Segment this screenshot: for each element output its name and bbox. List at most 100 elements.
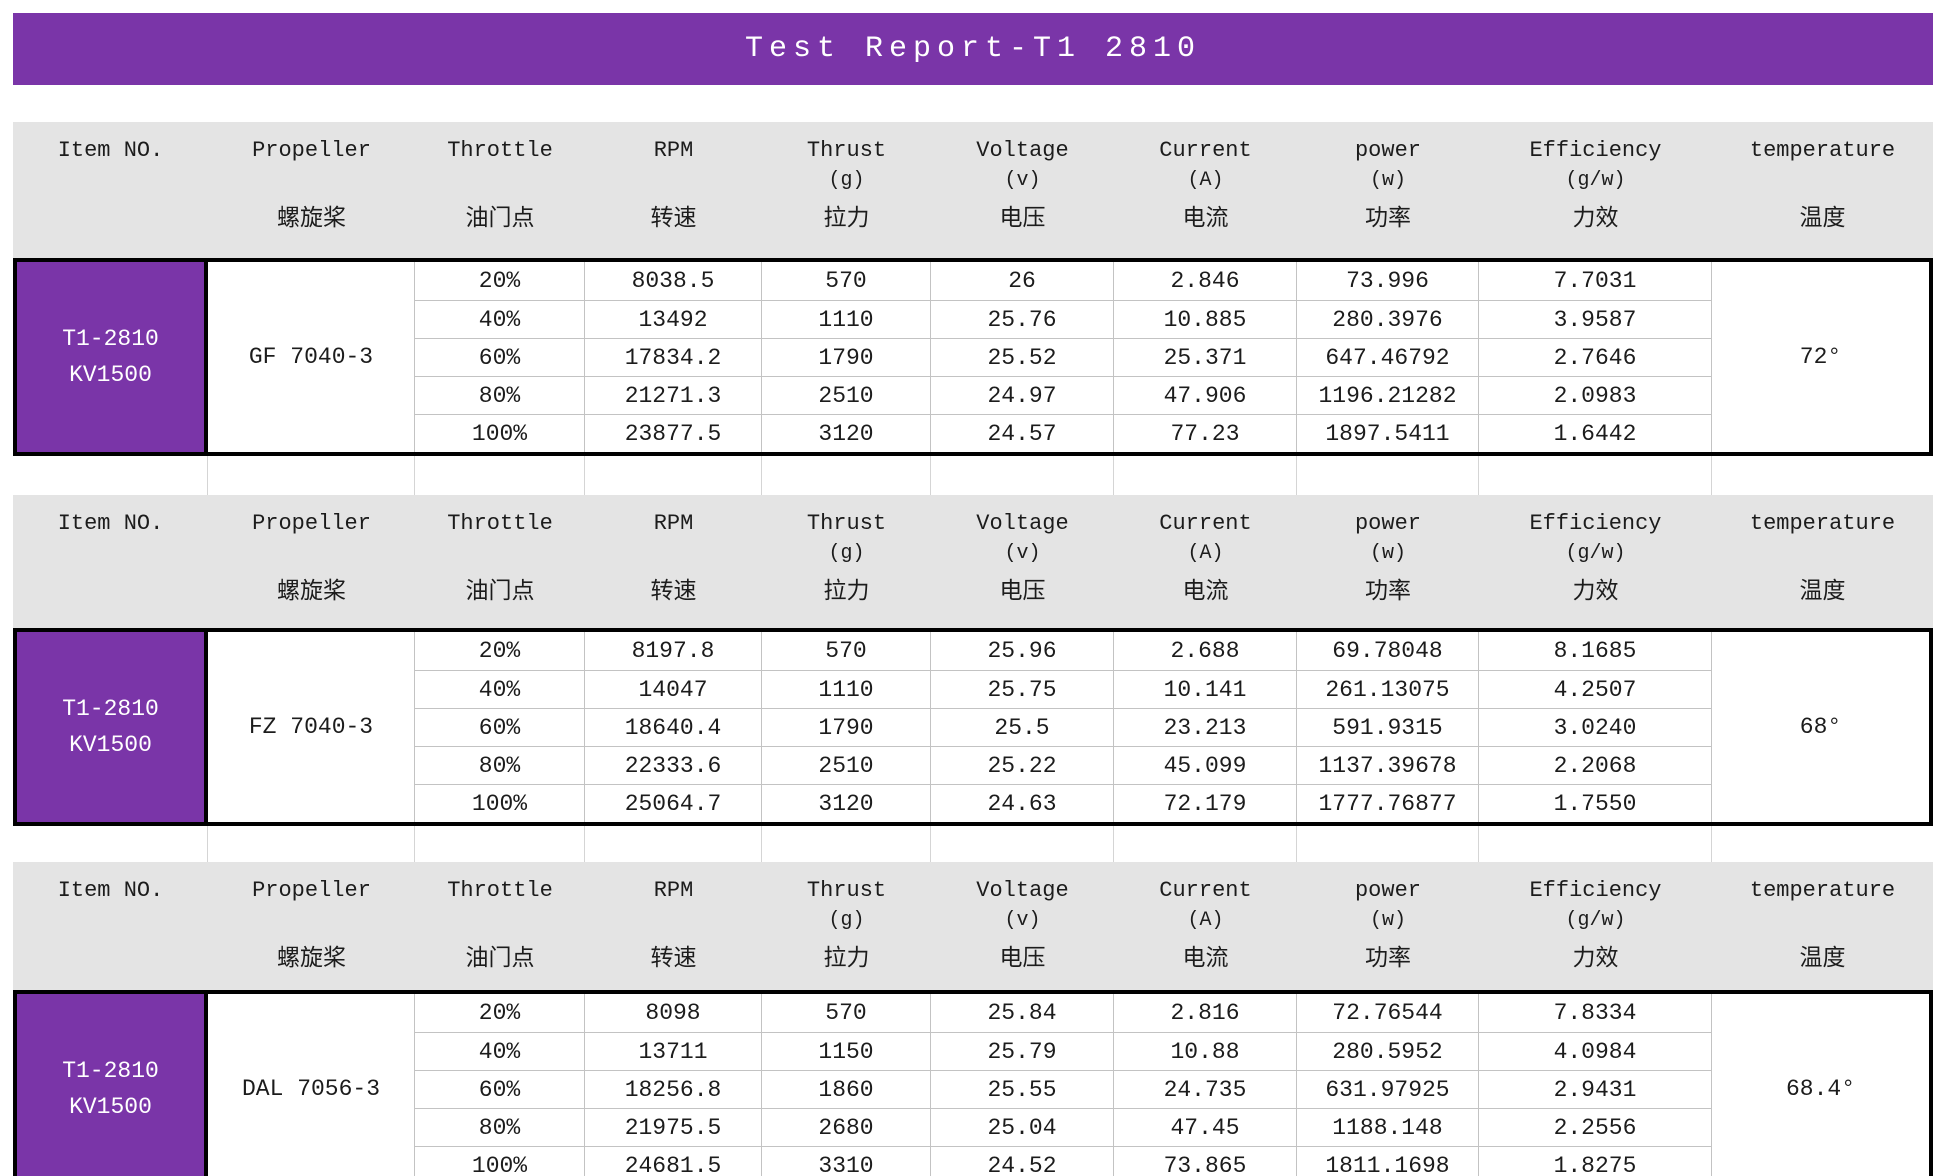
table-header-row: Item NO. Propeller 螺旋桨 Throttle 油门点 RPM 转速 … bbox=[13, 495, 1933, 628]
col-header-voltage: Voltage (v) 电压 bbox=[976, 511, 1069, 605]
col-header-throttle: Throttle 油门点 bbox=[447, 511, 553, 605]
efficiency-cell: 4.0984 bbox=[1479, 1032, 1712, 1070]
col-header-item-no: Item NO. bbox=[57, 138, 164, 163]
efficiency-cell: 3.0240 bbox=[1479, 708, 1712, 746]
efficiency-cell: 2.0983 bbox=[1479, 376, 1712, 414]
col-header-current: Current (A) 电流 bbox=[1159, 511, 1252, 605]
col-header-propeller: Propeller 螺旋桨 bbox=[252, 138, 371, 232]
efficiency-cell: 2.9431 bbox=[1479, 1070, 1712, 1108]
power-cell: 1196.21282 bbox=[1297, 376, 1479, 414]
voltage-cell: 25.96 bbox=[931, 632, 1114, 670]
current-cell: 23.213 bbox=[1114, 708, 1297, 746]
col-header-power: power (w) 功率 bbox=[1354, 138, 1421, 232]
col-header-voltage: Voltage (v) 电压 bbox=[976, 138, 1069, 232]
voltage-cell: 24.63 bbox=[931, 784, 1114, 822]
rpm-cell: 23877.5 bbox=[585, 414, 762, 452]
throttle-cell: 20% bbox=[415, 994, 585, 1032]
voltage-cell: 25.55 bbox=[931, 1070, 1114, 1108]
power-cell: 72.76544 bbox=[1297, 994, 1479, 1032]
efficiency-cell: 2.2068 bbox=[1479, 746, 1712, 784]
rpm-cell: 8197.8 bbox=[585, 632, 762, 670]
item-no-line2: KV1500 bbox=[69, 362, 152, 388]
item-no-cell: T1-2810 KV1500 bbox=[17, 632, 208, 822]
rpm-cell: 22333.6 bbox=[585, 746, 762, 784]
current-cell: 2.816 bbox=[1114, 994, 1297, 1032]
rpm-cell: 18256.8 bbox=[585, 1070, 762, 1108]
voltage-cell: 25.76 bbox=[931, 300, 1114, 338]
current-cell: 72.179 bbox=[1114, 784, 1297, 822]
voltage-cell: 25.84 bbox=[931, 994, 1114, 1032]
col-header-power: power (w) 功率 bbox=[1354, 511, 1421, 605]
power-cell: 1897.5411 bbox=[1297, 414, 1479, 452]
current-cell: 47.906 bbox=[1114, 376, 1297, 414]
efficiency-cell: 2.7646 bbox=[1479, 338, 1712, 376]
voltage-cell: 25.79 bbox=[931, 1032, 1114, 1070]
col-header-rpm: RPM 转速 bbox=[650, 511, 697, 605]
rpm-cell: 17834.2 bbox=[585, 338, 762, 376]
current-cell: 45.099 bbox=[1114, 746, 1297, 784]
efficiency-cell: 3.9587 bbox=[1479, 300, 1712, 338]
data-block-dal-7056-3: T1-2810 KV1500 DAL 7056-3 68.4° 20% 8098 … bbox=[13, 990, 1933, 1176]
item-no-cell: T1-2810 KV1500 bbox=[17, 262, 208, 452]
voltage-cell: 26 bbox=[931, 262, 1114, 300]
power-cell: 591.9315 bbox=[1297, 708, 1479, 746]
throttle-cell: 40% bbox=[415, 1032, 585, 1070]
voltage-cell: 24.57 bbox=[931, 414, 1114, 452]
power-cell: 1811.1698 bbox=[1297, 1146, 1479, 1176]
current-cell: 10.885 bbox=[1114, 300, 1297, 338]
thrust-cell: 2510 bbox=[762, 746, 931, 784]
voltage-cell: 25.04 bbox=[931, 1108, 1114, 1146]
power-cell: 1777.76877 bbox=[1297, 784, 1479, 822]
rpm-cell: 21271.3 bbox=[585, 376, 762, 414]
temperature-cell: 72° bbox=[1799, 344, 1842, 370]
col-header-temperature: temperature 温度 bbox=[1749, 138, 1896, 232]
col-header-efficiency: Efficiency (g/w) 力效 bbox=[1529, 511, 1662, 605]
col-header-throttle: Throttle 油门点 bbox=[447, 878, 553, 972]
power-cell: 69.78048 bbox=[1297, 632, 1479, 670]
item-no-cell: T1-2810 KV1500 bbox=[17, 994, 208, 1176]
voltage-cell: 24.97 bbox=[931, 376, 1114, 414]
thrust-cell: 1110 bbox=[762, 670, 931, 708]
thrust-cell: 1860 bbox=[762, 1070, 931, 1108]
data-block-fz-7040-3: T1-2810 KV1500 FZ 7040-3 68° 20% 8197.8 5… bbox=[13, 628, 1933, 826]
spacer-row bbox=[13, 456, 1933, 495]
current-cell: 47.45 bbox=[1114, 1108, 1297, 1146]
table-header-row: Item NO. Propeller 螺旋桨 Throttle 油门点 RPM 转速 … bbox=[13, 862, 1933, 990]
col-header-thrust: Thrust (g) 拉力 bbox=[806, 138, 887, 232]
thrust-cell: 3310 bbox=[762, 1146, 931, 1176]
report-title-banner: Test Report-T1 2810 bbox=[13, 13, 1933, 85]
efficiency-cell: 8.1685 bbox=[1479, 632, 1712, 670]
current-cell: 10.88 bbox=[1114, 1032, 1297, 1070]
throttle-cell: 40% bbox=[415, 300, 585, 338]
report-title: Test Report-T1 2810 bbox=[744, 32, 1202, 66]
rpm-cell: 8098 bbox=[585, 994, 762, 1032]
propeller-cell: GF 7040-3 bbox=[208, 262, 415, 452]
power-cell: 1188.148 bbox=[1297, 1108, 1479, 1146]
power-cell: 73.996 bbox=[1297, 262, 1479, 300]
rpm-cell: 13492 bbox=[585, 300, 762, 338]
throttle-cell: 20% bbox=[415, 632, 585, 670]
current-cell: 77.23 bbox=[1114, 414, 1297, 452]
power-cell: 1137.39678 bbox=[1297, 746, 1479, 784]
thrust-cell: 1790 bbox=[762, 338, 931, 376]
table-header-row: Item NO. Propeller 螺旋桨 Throttle 油门点 RPM 转速 … bbox=[13, 122, 1933, 258]
current-cell: 10.141 bbox=[1114, 670, 1297, 708]
col-header-propeller: Propeller 螺旋桨 bbox=[252, 878, 371, 972]
voltage-cell: 25.52 bbox=[931, 338, 1114, 376]
col-header-item-no: Item NO. bbox=[57, 878, 164, 903]
power-cell: 280.5952 bbox=[1297, 1032, 1479, 1070]
current-cell: 2.688 bbox=[1114, 632, 1297, 670]
col-header-efficiency: Efficiency (g/w) 力效 bbox=[1529, 138, 1662, 232]
efficiency-cell: 7.8334 bbox=[1479, 994, 1712, 1032]
voltage-cell: 25.75 bbox=[931, 670, 1114, 708]
throttle-cell: 60% bbox=[415, 1070, 585, 1108]
col-header-current: Current (A) 电流 bbox=[1159, 138, 1252, 232]
rpm-cell: 8038.5 bbox=[585, 262, 762, 300]
throttle-cell: 20% bbox=[415, 262, 585, 300]
throttle-cell: 80% bbox=[415, 746, 585, 784]
current-cell: 2.846 bbox=[1114, 262, 1297, 300]
propeller-cell: DAL 7056-3 bbox=[208, 994, 415, 1176]
col-header-rpm: RPM 转速 bbox=[650, 878, 697, 972]
col-header-power: power (w) 功率 bbox=[1354, 878, 1421, 972]
current-cell: 73.865 bbox=[1114, 1146, 1297, 1176]
